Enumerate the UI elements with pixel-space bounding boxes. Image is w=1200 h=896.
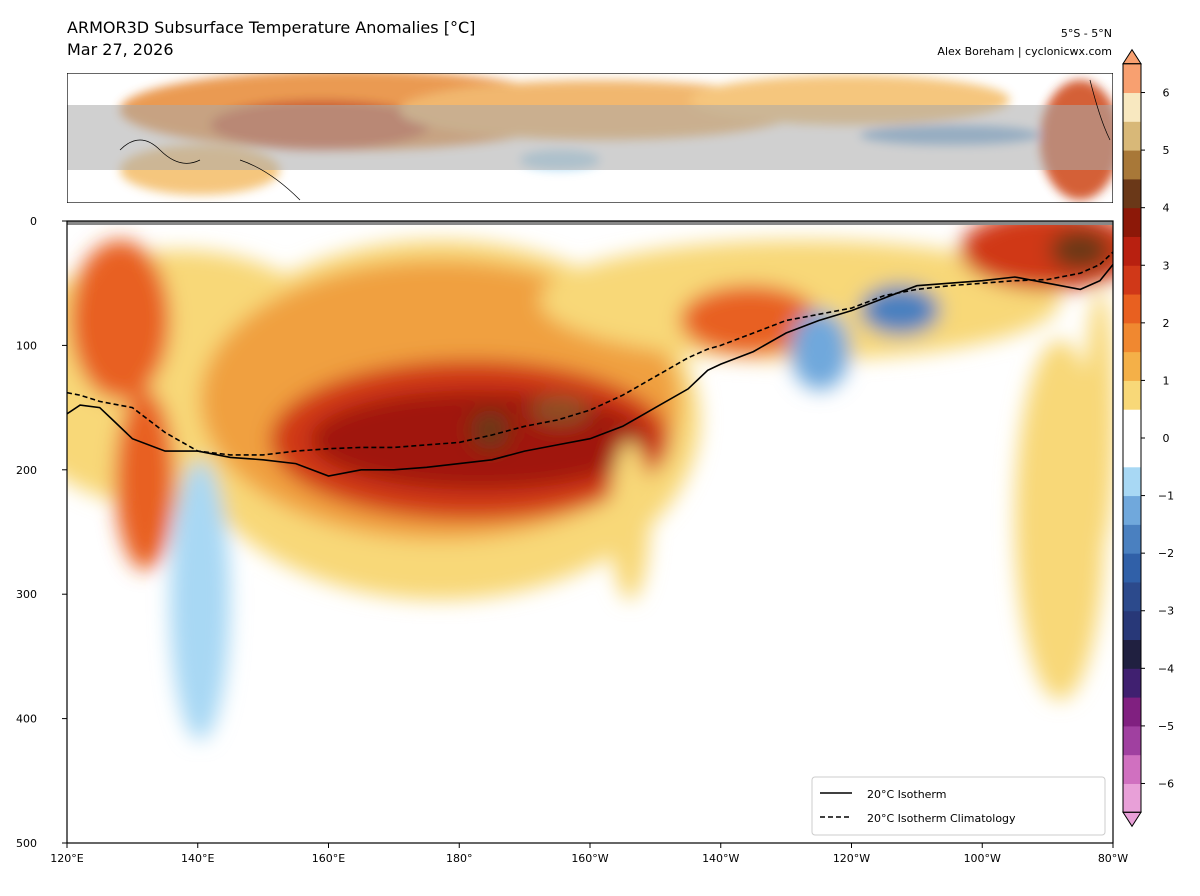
colorbar-tick-label: 4	[1163, 202, 1170, 215]
colorbar-band	[1123, 697, 1141, 727]
colorbar-band	[1123, 380, 1141, 410]
colorbar-band	[1123, 754, 1141, 784]
colorbar-tick-label: −3	[1158, 605, 1174, 618]
colorbar-band	[1123, 92, 1141, 122]
colorbar-tick-label: 2	[1163, 317, 1170, 330]
colorbar-band	[1123, 639, 1141, 669]
colorbar-band	[1123, 438, 1141, 468]
colorbar-tick-label: 6	[1163, 87, 1170, 100]
colorbar-band	[1123, 207, 1141, 237]
x-tick-label: 120°E	[50, 852, 83, 865]
colorbar-band	[1123, 121, 1141, 151]
credit: Alex Boreham | cyclonicwx.com	[937, 45, 1112, 58]
colorbar-band	[1123, 725, 1141, 756]
colorbar-band	[1123, 236, 1141, 266]
legend-label: 20°C Isotherm Climatology	[867, 812, 1016, 825]
colorbar-tick-label: 3	[1163, 259, 1170, 272]
y-tick-label: 500	[16, 837, 37, 850]
colorbar-tick-label: −6	[1158, 777, 1174, 790]
region-label: 5°S - 5°N	[1061, 27, 1112, 40]
x-tick-label: 140°W	[702, 852, 739, 865]
colorbar-extend-bottom	[1122, 811, 1142, 828]
chart-subtitle: Mar 27, 2026	[67, 40, 174, 59]
legend-box	[811, 776, 1106, 836]
colorbar-band	[1123, 265, 1141, 295]
colorbar-band	[1123, 150, 1141, 180]
colorbar-band	[1123, 63, 1141, 94]
x-tick-label: 180°	[446, 852, 473, 865]
colorbar-band	[1123, 524, 1141, 554]
colorbar-band	[1123, 581, 1141, 612]
colorbar-band	[1123, 668, 1141, 698]
chart-title: ARMOR3D Subsurface Temperature Anomalies…	[67, 18, 475, 37]
y-tick-label: 200	[16, 464, 37, 477]
isotherm-line	[67, 251, 1113, 456]
colorbar-band	[1123, 610, 1141, 641]
colorbar-band	[1123, 553, 1141, 583]
x-tick-label: 160°E	[312, 852, 345, 865]
legend: 20°C Isotherm 20°C Isotherm Climatology	[811, 776, 1106, 836]
colorbar-band	[1123, 783, 1141, 813]
colorbar-tick-label: −1	[1158, 490, 1174, 503]
colorbar-band	[1123, 466, 1141, 497]
colorbar-band	[1123, 495, 1141, 525]
y-tick-label: 400	[16, 713, 37, 726]
colorbar-tick-label: 5	[1163, 144, 1170, 157]
colorbar-tick-label: −5	[1158, 720, 1174, 733]
y-tick-label: 100	[16, 339, 37, 352]
map-panel	[67, 73, 1113, 203]
y-tick-label: 300	[16, 588, 37, 601]
colorbar-band	[1123, 351, 1141, 381]
colorbar-extend-top	[1122, 48, 1142, 65]
legend-label: 20°C Isotherm	[867, 788, 946, 801]
colorbar-band	[1123, 322, 1141, 353]
colorbar-tick-label: −4	[1158, 662, 1174, 675]
x-tick-label: 160°W	[571, 852, 608, 865]
anomaly-field	[67, 221, 1113, 843]
colorbar-tick-label: −2	[1158, 547, 1174, 560]
y-tick-label: 0	[30, 215, 37, 228]
colorbar-tick-label: 1	[1163, 374, 1170, 387]
colorbar-band	[1123, 178, 1141, 209]
x-tick-label: 100°W	[964, 852, 1001, 865]
x-tick-label: 120°W	[833, 852, 870, 865]
colorbar-band	[1123, 409, 1141, 439]
colorbar-band	[1123, 294, 1141, 324]
x-tick-label: 80°W	[1098, 852, 1128, 865]
colorbar-tick-label: 0	[1163, 432, 1170, 445]
x-tick-label: 140°E	[181, 852, 214, 865]
